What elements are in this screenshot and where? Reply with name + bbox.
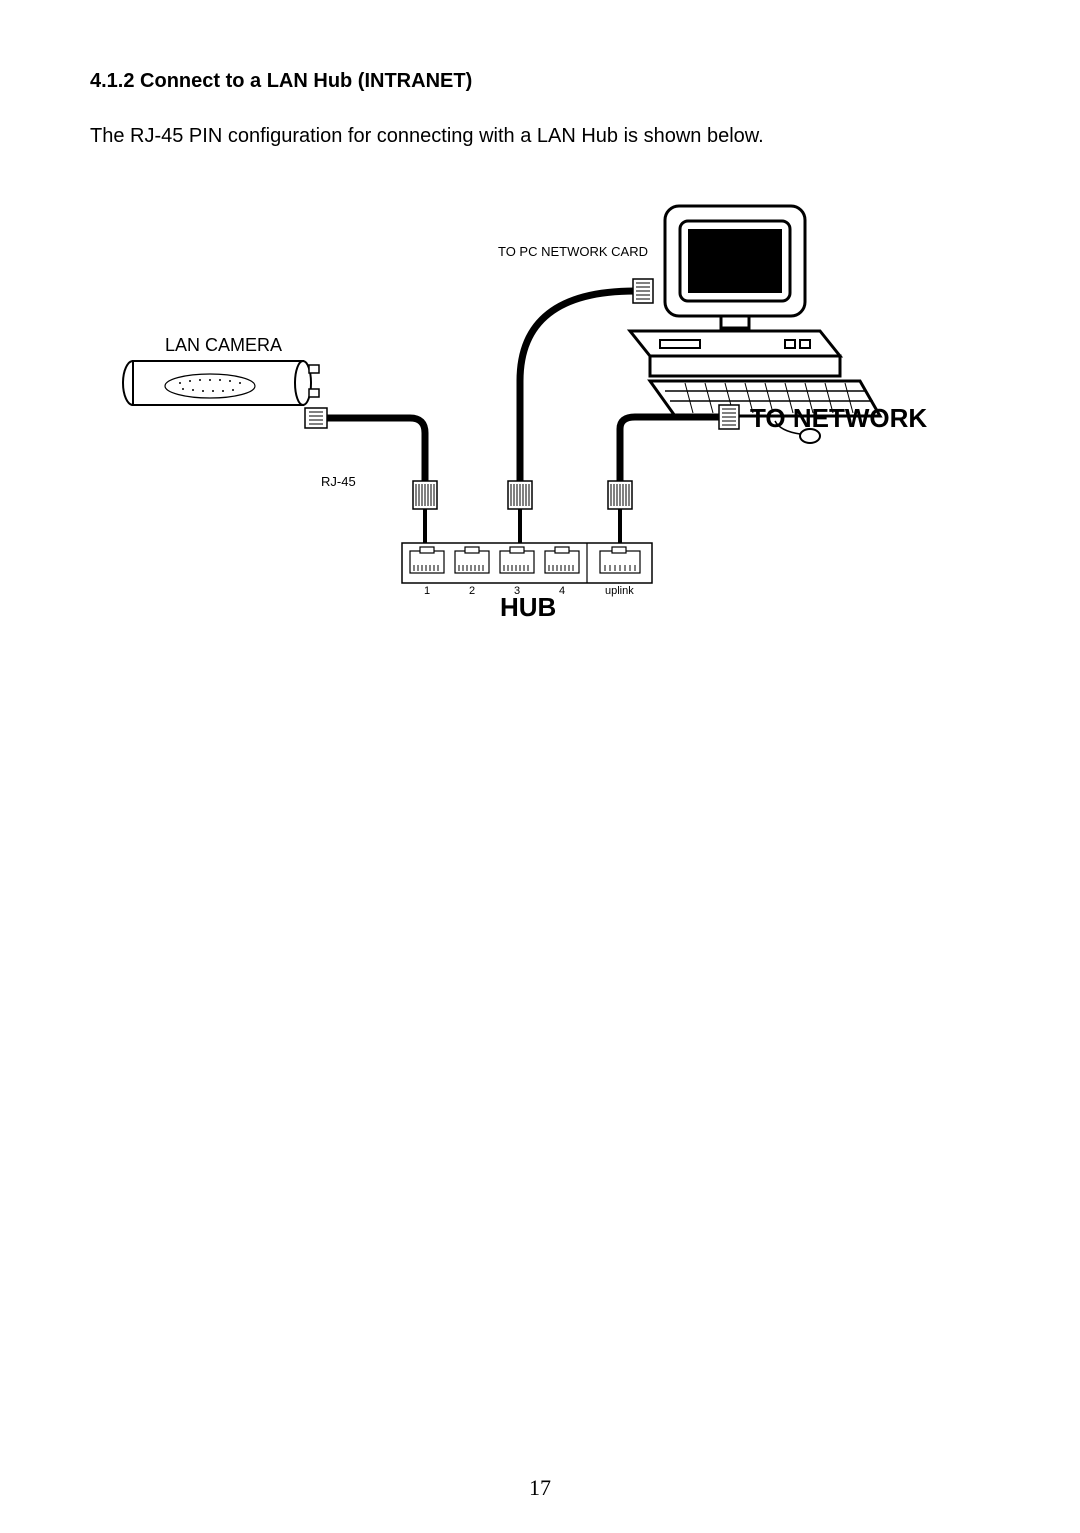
network-rj45-connector-icon xyxy=(719,405,739,429)
body-text: The RJ-45 PIN configuration for connecti… xyxy=(90,121,990,151)
to-pc-card-label: TO PC NETWORK CARD xyxy=(498,244,648,259)
rj45-plug-icon xyxy=(508,481,532,543)
rj45-plug-icon xyxy=(413,481,437,543)
hub-port3-label: 3 xyxy=(514,585,520,597)
cable-hub-to-network xyxy=(620,417,719,486)
page-number: 17 xyxy=(0,1475,1080,1501)
network-diagram: LAN CAMERA TO PC NETWORK CARD RJ-45 TO N… xyxy=(105,181,935,661)
camera-rj45-connector-icon xyxy=(305,408,327,428)
to-network-label: TO NETWORK xyxy=(750,403,927,433)
page: 4.1.2 Connect to a LAN Hub (INTRANET) Th… xyxy=(0,0,1080,1533)
hub-icon xyxy=(402,543,652,583)
hub-port4-label: 4 xyxy=(559,585,565,597)
rj45-label: RJ-45 xyxy=(321,474,356,489)
rj45-plug-icon xyxy=(608,481,632,543)
hub-port2-label: 2 xyxy=(469,585,475,597)
lan-camera-label: LAN CAMERA xyxy=(165,335,282,355)
hub-label: HUB xyxy=(500,592,556,622)
section-heading: 4.1.2 Connect to a LAN Hub (INTRANET) xyxy=(90,70,990,93)
pc-rj45-connector-icon xyxy=(633,279,653,303)
lan-camera-icon xyxy=(123,361,319,405)
hub-uplink-label: uplink xyxy=(605,585,634,597)
hub-port1-label: 1 xyxy=(424,585,430,597)
